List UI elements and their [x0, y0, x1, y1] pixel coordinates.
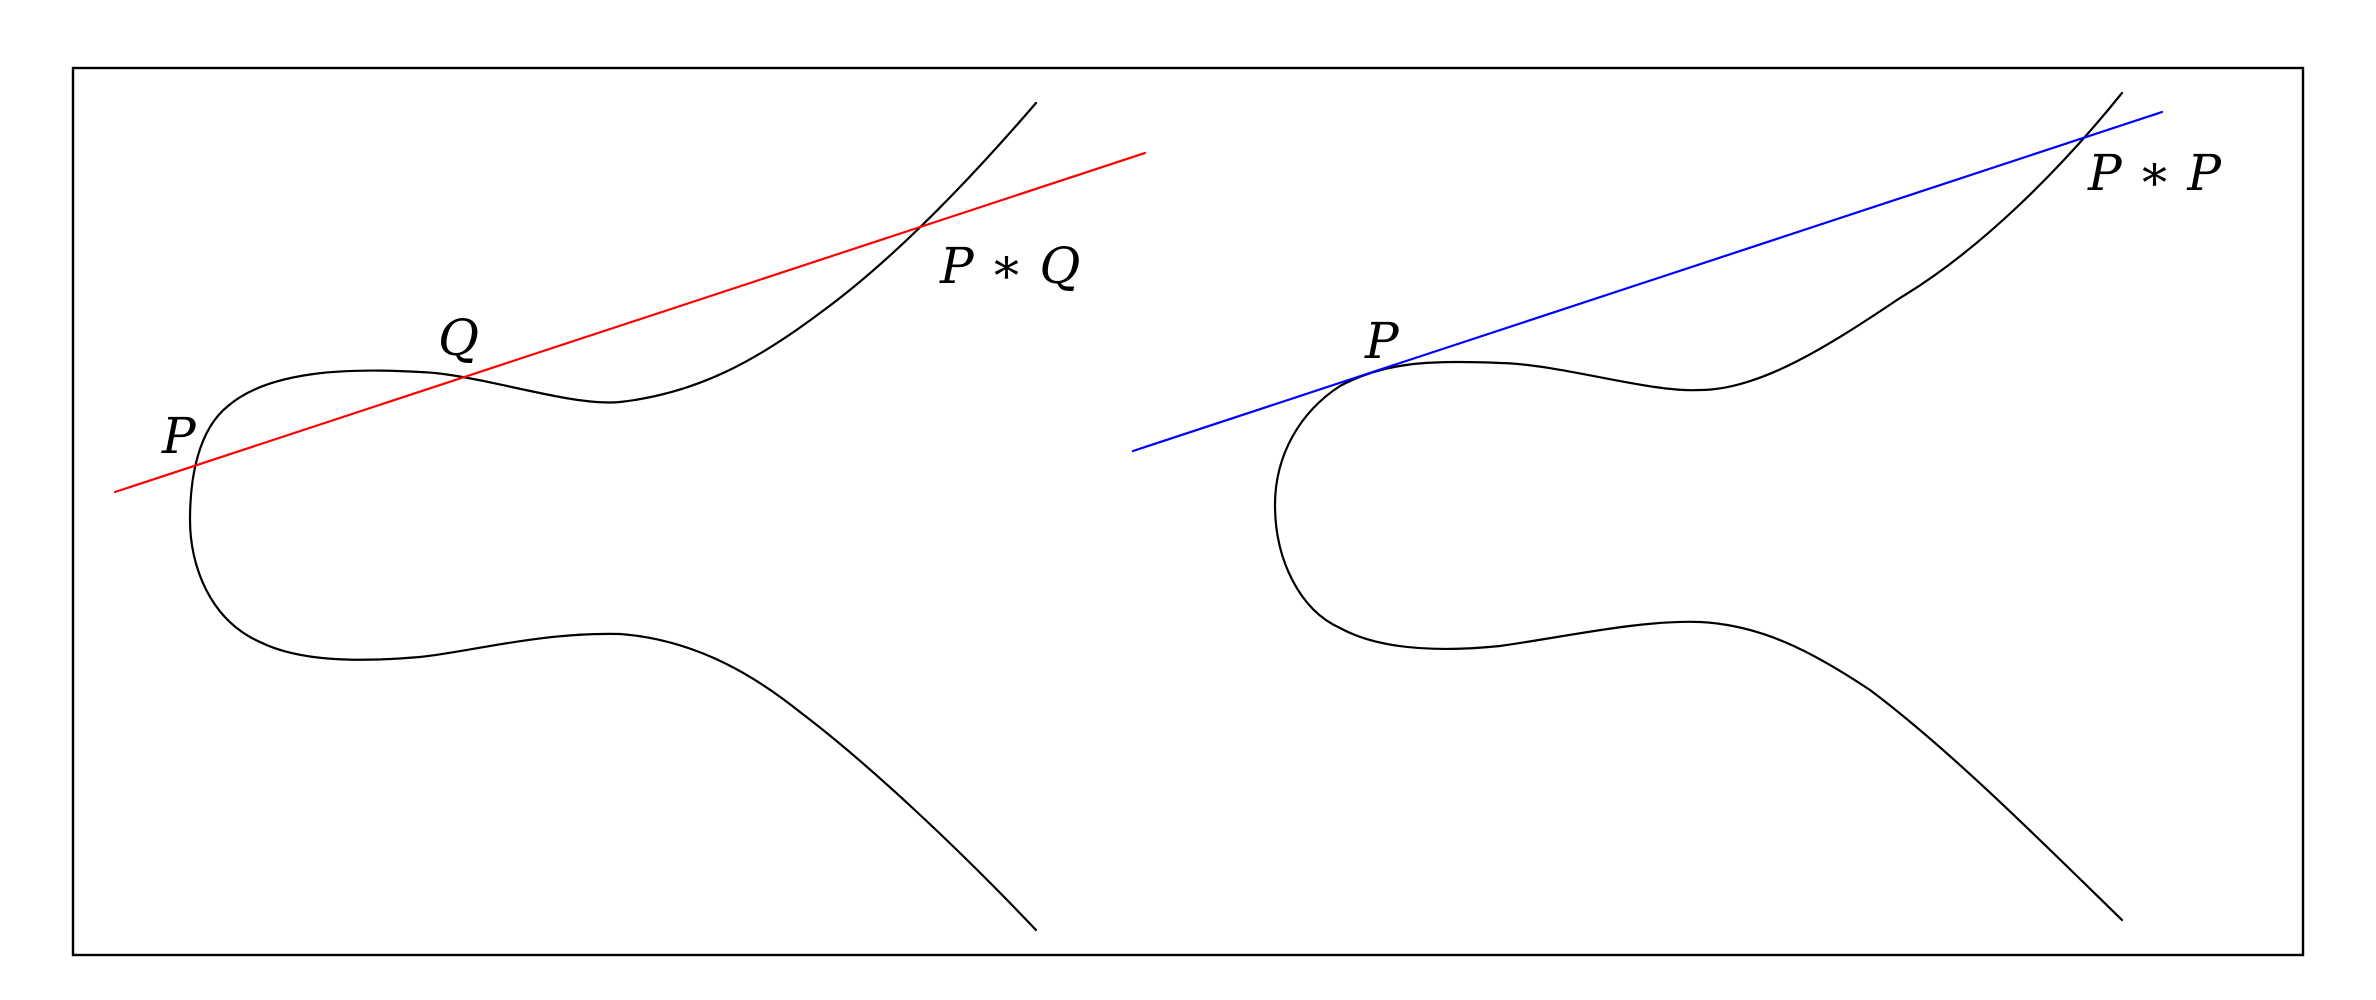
- label-p-left: P: [161, 407, 197, 465]
- figure-frame: [71, 66, 2305, 957]
- label-q-left: Q: [438, 309, 479, 367]
- label-p-star-p: P ∗ P: [2087, 144, 2222, 202]
- secant-line: [113, 151, 1147, 494]
- tangent-line: [1131, 110, 2164, 453]
- left-panel-secant: P Q P ∗ Q: [113, 101, 1147, 932]
- label-p-right: P: [1364, 312, 1400, 370]
- left-elliptic-curve: [188, 101, 1038, 932]
- right-panel-tangent: P P ∗ P: [1131, 91, 2222, 922]
- right-elliptic-curve: [1273, 91, 2124, 922]
- label-p-star-q: P ∗ Q: [939, 237, 1080, 295]
